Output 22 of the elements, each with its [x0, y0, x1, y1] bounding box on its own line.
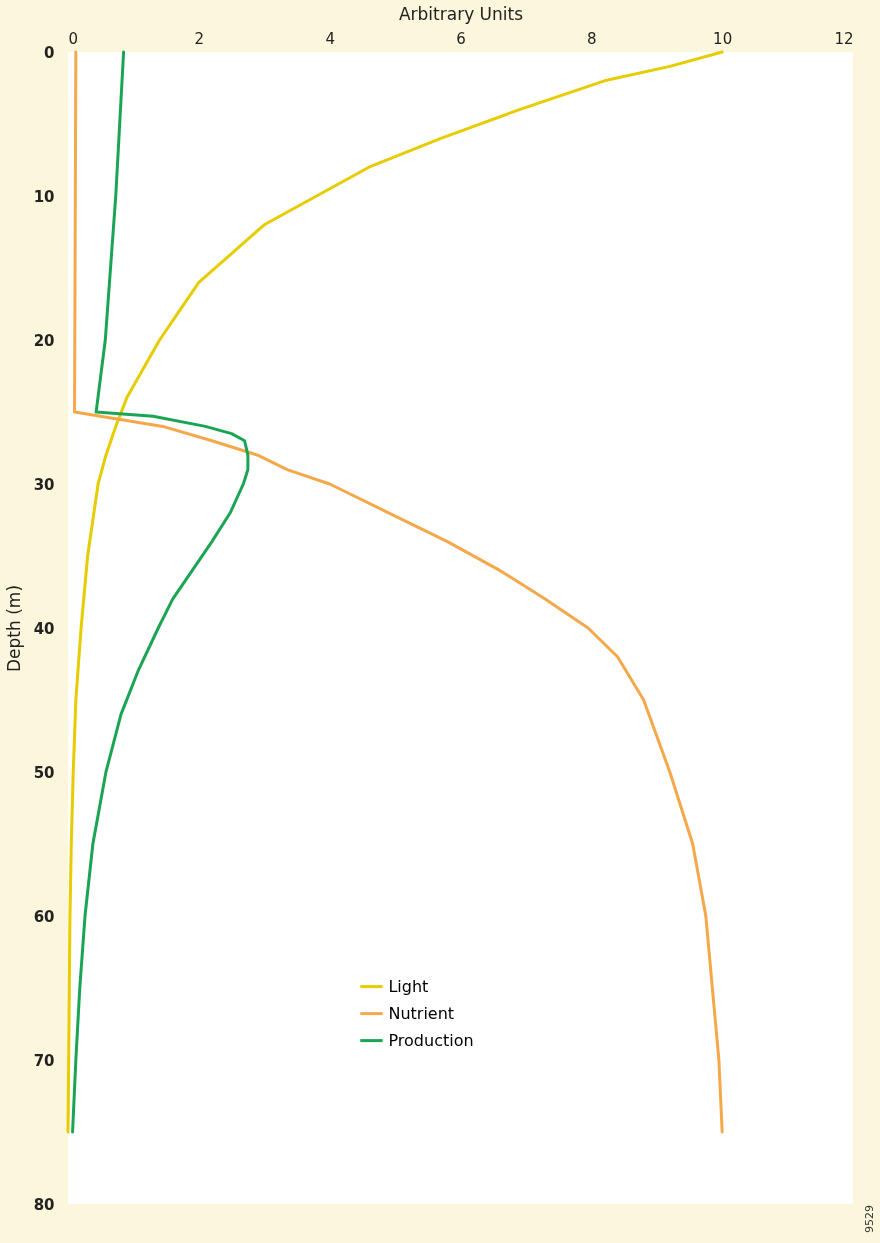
x-tick-label: 4 — [325, 29, 335, 48]
x-axis-title: Arbitrary Units — [398, 3, 524, 24]
legend-label: Production — [388, 1030, 474, 1050]
y-axis-title: Depth (m) — [3, 584, 24, 673]
y-tick-label: 0 — [44, 43, 55, 62]
x-tick-label: 8 — [587, 29, 597, 48]
legend-label: Nutrient — [388, 1003, 455, 1023]
y-tick-label: 40 — [33, 619, 55, 638]
x-tick-label: 0 — [68, 29, 79, 48]
text: 9529 — [863, 1205, 876, 1233]
y-tick-label: 60 — [33, 907, 55, 926]
x-tick-label: 10 — [713, 29, 733, 48]
x-tick-label: 6 — [456, 29, 466, 48]
x-tick-label: 12 — [834, 29, 854, 48]
y-tick-label: 70 — [33, 1051, 55, 1070]
legend-label: Light — [388, 976, 429, 996]
y-tick-label: 20 — [33, 331, 55, 350]
x-tick-label: 2 — [194, 29, 205, 48]
y-tick-label: 80 — [33, 1195, 55, 1214]
y-tick-label: 10 — [33, 187, 55, 206]
y-tick-label: 30 — [33, 475, 55, 494]
y-tick-label: 50 — [33, 763, 55, 782]
